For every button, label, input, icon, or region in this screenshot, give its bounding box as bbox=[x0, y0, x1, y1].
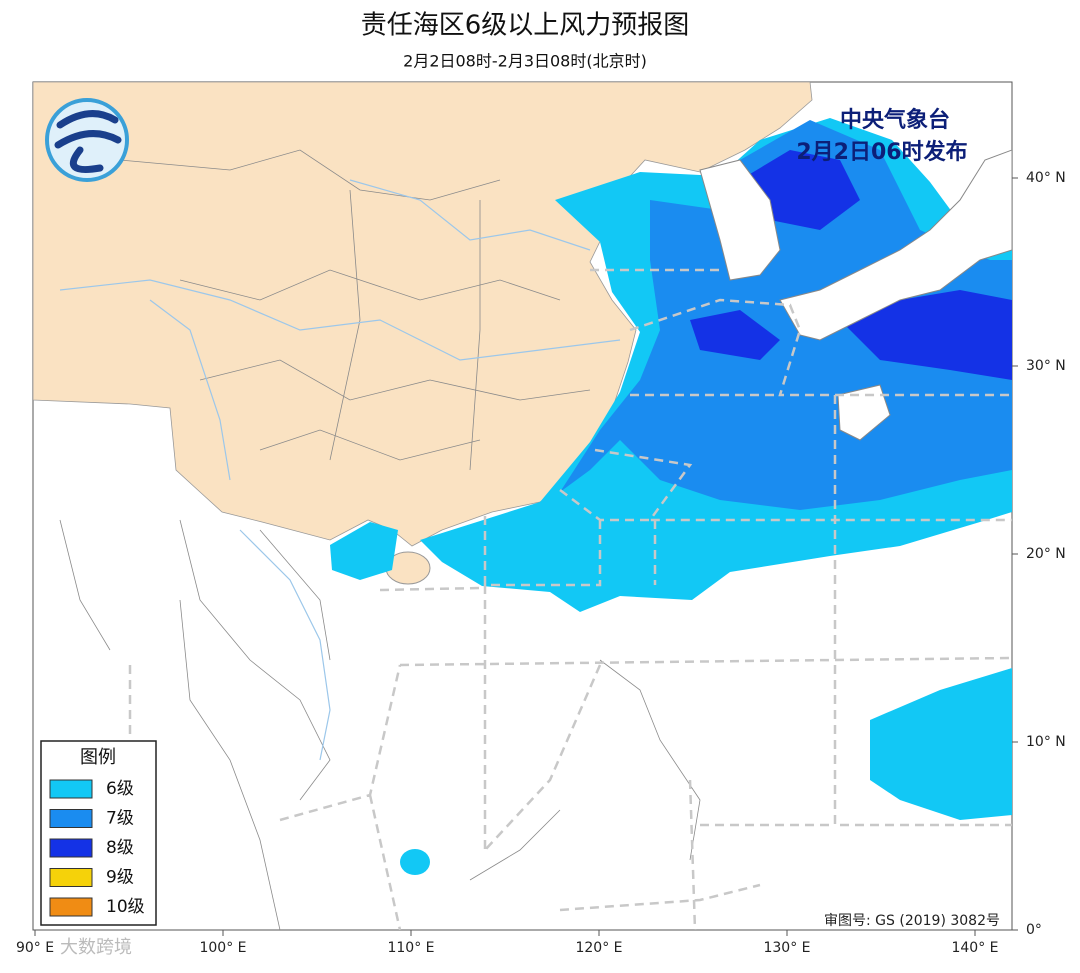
lon-label: 120° E bbox=[575, 940, 622, 956]
legend-label: 6级 bbox=[106, 779, 134, 799]
legend-swatch bbox=[49, 897, 93, 917]
legend-label: 7级 bbox=[106, 809, 134, 829]
legend-label: 9级 bbox=[106, 868, 134, 888]
wind-7 bbox=[560, 120, 1012, 510]
logo bbox=[45, 98, 129, 182]
legend-swatch bbox=[49, 838, 93, 858]
sea-area-boundaries bbox=[128, 268, 1012, 930]
issuer-name: 中央气象台 bbox=[840, 107, 950, 133]
legend-label: 10级 bbox=[106, 897, 145, 917]
title: 责任海区6级以上风力预报图 bbox=[361, 11, 690, 41]
legend-swatch bbox=[49, 809, 93, 828]
legend-swatch bbox=[49, 868, 93, 887]
wind-6 bbox=[330, 522, 398, 580]
japan bbox=[779, 149, 1012, 441]
legend-swatch bbox=[49, 779, 93, 799]
legend-title: 图例 bbox=[80, 747, 116, 768]
subtitle: 2月2日08时-2月3日08时(北京时) bbox=[403, 52, 647, 71]
rivers bbox=[59, 179, 621, 761]
lon-label: 100° E bbox=[199, 940, 246, 956]
axis-ticks: 40° N 30° N 20° N 10° N 0° 90° E 100° E 110° E 1… bbox=[16, 170, 1066, 956]
lon-label: 110° E bbox=[387, 940, 434, 956]
korea bbox=[699, 159, 781, 281]
legend-box bbox=[40, 740, 157, 926]
watermark: 大数跨境 bbox=[60, 937, 132, 958]
lat-label: 0° bbox=[1026, 922, 1042, 938]
map-frame bbox=[32, 81, 1013, 931]
wind-6 bbox=[400, 849, 430, 875]
legend: 图例 6级 7级 8级 9级 10级 bbox=[40, 740, 157, 926]
lon-label: 90° E bbox=[16, 940, 54, 956]
lat-label: 30° N bbox=[1026, 358, 1066, 374]
lat-label: 40° N bbox=[1026, 170, 1066, 186]
approval-number: 审图号: GS (2019) 3082号 bbox=[824, 913, 1000, 929]
borders bbox=[59, 149, 701, 930]
lon-label: 130° E bbox=[763, 940, 810, 956]
issue-time: 2月2日06时发布 bbox=[796, 139, 967, 165]
lat-label: 20° N bbox=[1026, 546, 1066, 562]
wind-6 bbox=[870, 668, 1012, 820]
lon-label: 140° E bbox=[951, 940, 998, 956]
legend-items: 6级 7级 8级 9级 10级 bbox=[49, 779, 145, 917]
legend-label: 8级 bbox=[106, 838, 134, 858]
lat-label: 10° N bbox=[1026, 734, 1066, 750]
